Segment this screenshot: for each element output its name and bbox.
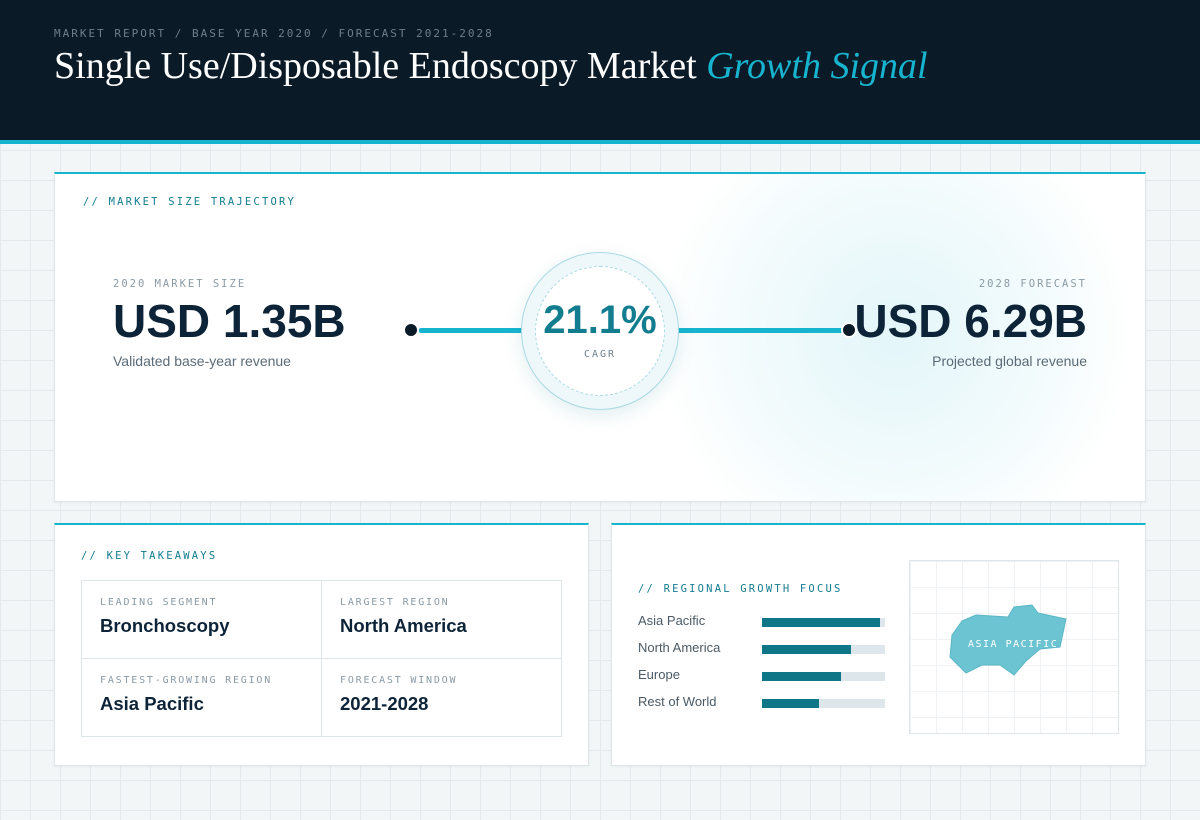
takeaway-label: LEADING SEGMENT [100, 597, 218, 608]
key-takeaways-card: // KEY TAKEAWAYS LEADING SEGMENT Broncho… [54, 523, 589, 766]
start-stat-subtitle: Validated base-year revenue [113, 353, 291, 369]
takeaway-largest-region: LARGEST REGION North America [322, 581, 562, 659]
market-size-trajectory-card: // MARKET SIZE TRAJECTORY 2020 MARKET SI… [54, 172, 1146, 502]
title-main: Single Use/Disposable Endoscopy Market [54, 45, 707, 87]
trajectory-line-right [665, 328, 845, 333]
map-region-label: ASIA PACIFIC [968, 639, 1059, 650]
region-row: Asia Pacific [638, 613, 888, 629]
region-map: ASIA PACIFIC [909, 560, 1119, 734]
cagr-inner-ring [535, 266, 665, 396]
region-row: Europe [638, 667, 888, 683]
regional-label: // REGIONAL GROWTH FOCUS [638, 583, 843, 595]
trajectory-line-left [419, 328, 529, 333]
region-row: Rest of World [638, 694, 888, 710]
takeaway-value: 2021-2028 [340, 693, 429, 714]
title-accent: Growth Signal [706, 45, 928, 87]
asia-pacific-map-icon [949, 604, 1067, 676]
takeaway-value: North America [340, 615, 467, 636]
takeaway-value: Asia Pacific [100, 693, 204, 714]
end-stat-value: USD 6.29B [854, 295, 1087, 347]
region-row: North America [638, 640, 888, 656]
region-bar-fill [762, 618, 881, 627]
start-point-marker [403, 322, 419, 338]
end-stat-subtitle: Projected global revenue [932, 353, 1087, 369]
takeaways-grid: LEADING SEGMENT Bronchoscopy LARGEST REG… [81, 580, 562, 737]
region-bar-fill [762, 699, 819, 708]
page-header: MARKET REPORT / BASE YEAR 2020 / FORECAS… [0, 0, 1200, 144]
region-bar-track [762, 645, 885, 654]
background-glow [655, 174, 1135, 501]
cagr-badge: 21.1% CAGR [521, 252, 679, 410]
cagr-label: CAGR [583, 349, 617, 360]
region-bar-track [762, 618, 885, 627]
end-stat-label: 2028 FORECAST [978, 278, 1087, 290]
region-bar-track [762, 672, 885, 681]
page-title: Single Use/Disposable Endoscopy Market G… [54, 44, 928, 88]
region-name: Asia Pacific [638, 613, 706, 628]
end-point-marker [841, 322, 857, 338]
region-bar-fill [762, 645, 851, 654]
takeaway-label: FASTEST-GROWING REGION [100, 675, 273, 686]
region-name: Europe [638, 667, 680, 682]
takeaway-fastest-growing-region: FASTEST-GROWING REGION Asia Pacific [82, 659, 322, 737]
regional-growth-card: // REGIONAL GROWTH FOCUS Asia Pacific No… [611, 523, 1146, 766]
region-bar-track [762, 699, 885, 708]
start-stat-value: USD 1.35B [113, 295, 346, 347]
takeaway-label: LARGEST REGION [340, 597, 450, 608]
region-name: Rest of World [638, 694, 717, 709]
takeaway-label: FORECAST WINDOW [340, 675, 458, 686]
breadcrumb: MARKET REPORT / BASE YEAR 2020 / FORECAS… [54, 27, 494, 40]
cagr-value: 21.1% [543, 298, 657, 342]
takeaway-value: Bronchoscopy [100, 615, 230, 636]
takeaway-forecast-window: FORECAST WINDOW 2021-2028 [322, 659, 562, 737]
takeaway-leading-segment: LEADING SEGMENT Bronchoscopy [82, 581, 322, 659]
takeaways-label: // KEY TAKEAWAYS [81, 550, 218, 562]
region-bar-fill [762, 672, 841, 681]
start-stat-label: 2020 MARKET SIZE [113, 278, 247, 290]
trajectory-label: // MARKET SIZE TRAJECTORY [83, 196, 297, 208]
region-name: North America [638, 640, 721, 655]
